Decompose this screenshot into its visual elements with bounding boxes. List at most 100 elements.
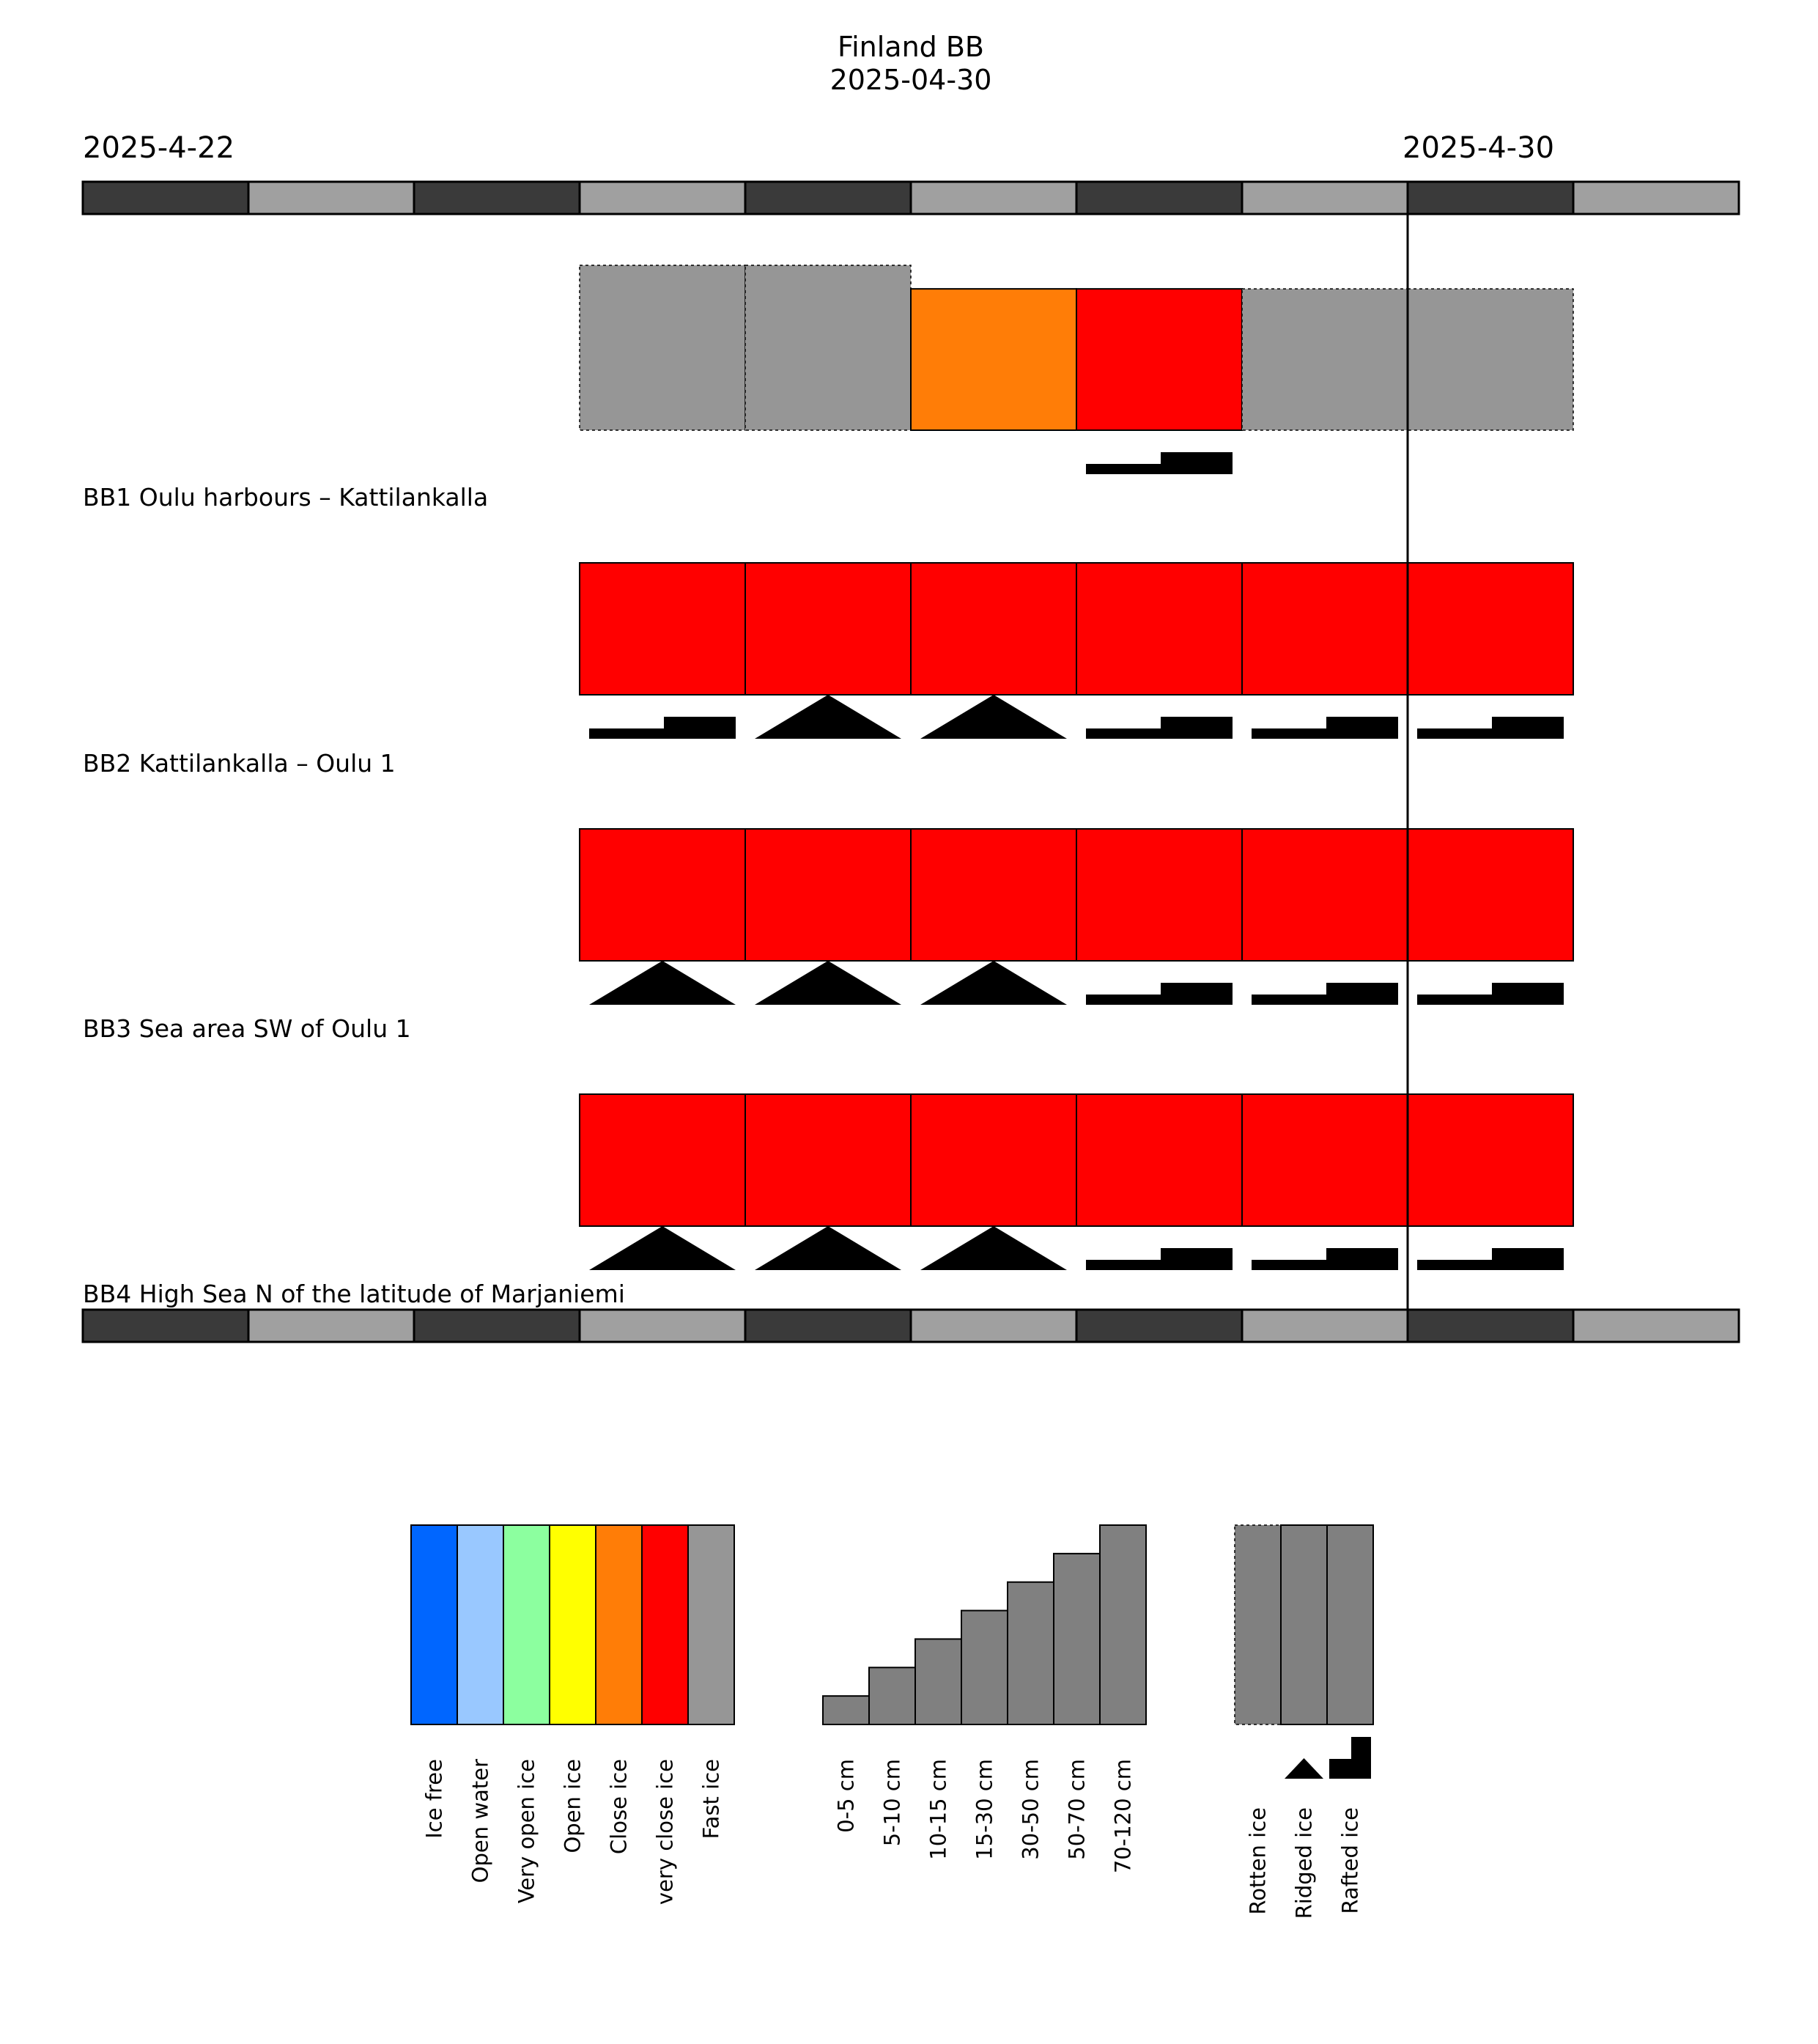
rafted-ice-symbol: [589, 717, 736, 739]
legend-concentration-swatch: [503, 1524, 550, 1725]
chart-title: Finland BB: [838, 31, 984, 63]
ice-cell: [1076, 562, 1243, 696]
rafted-ice-symbol: [1086, 717, 1233, 739]
date-bar-segment: [1572, 180, 1740, 215]
legend-thickness-bar: [914, 1638, 962, 1725]
legend-concentration-swatch: [410, 1524, 458, 1725]
date-bar-segment: [247, 1308, 415, 1343]
ridged-ice-symbol: [589, 1226, 736, 1270]
ridged-ice-symbol: [755, 1226, 901, 1270]
ice-cell: [744, 562, 912, 696]
ice-cell: [1076, 1093, 1243, 1227]
legend-ice-type-swatch: [1234, 1524, 1282, 1725]
ice-cell: [1241, 562, 1408, 696]
legend-thickness-label: 10-15 cm: [926, 1759, 951, 1860]
ice-cell: [579, 1093, 746, 1227]
legend-thickness-label: 70-120 cm: [1111, 1759, 1136, 1873]
date-bar-segment: [1406, 180, 1575, 215]
ice-cell: [579, 265, 746, 431]
legend-concentration-swatch: [457, 1524, 504, 1725]
legend-ridged-ice-symbol: [1285, 1758, 1323, 1779]
date-bar-segment: [81, 180, 250, 215]
date-bar-segment: [744, 1308, 912, 1343]
ice-cell: [910, 828, 1077, 962]
top-date-bar: [81, 180, 1740, 215]
route-label: BB1 Oulu harbours – Kattilankalla: [83, 483, 488, 512]
ice-cell: [1076, 828, 1243, 962]
rafted-ice-symbol: [1086, 983, 1233, 1005]
rafted-ice-symbol: [1086, 1248, 1233, 1270]
rafted-ice-symbol: [1086, 452, 1233, 474]
date-bar-segment: [1241, 180, 1409, 215]
legend-thickness-label: 30-50 cm: [1019, 1759, 1043, 1860]
ridged-ice-symbol: [920, 961, 1067, 1005]
legend-thickness-label: 5-10 cm: [880, 1759, 905, 1846]
legend-concentration-swatch: [595, 1524, 643, 1725]
ice-cell: [744, 828, 912, 962]
ice-cell: [1407, 562, 1574, 696]
legend-thickness-label: 50-70 cm: [1065, 1759, 1090, 1860]
ice-cell: [579, 828, 746, 962]
route-label: BB3 Sea area SW of Oulu 1: [83, 1014, 411, 1043]
route-label: BB2 Kattilankalla – Oulu 1: [83, 749, 396, 778]
bottom-date-bar: [81, 1308, 1740, 1343]
date-bar-segment: [909, 1308, 1078, 1343]
legend-concentration-swatch: [549, 1524, 596, 1725]
legend-rafted-ice-symbol: [1329, 1737, 1371, 1779]
legend-concentration-label: Very open ice: [514, 1759, 539, 1903]
route-label: BB4 High Sea N of the latitude of Marjan…: [83, 1280, 625, 1308]
legend-thickness-bar: [1099, 1524, 1147, 1725]
ridged-ice-symbol: [755, 695, 901, 739]
chart-subtitle: 2025-04-30: [830, 64, 992, 96]
legend-concentration-label: Ice free: [422, 1759, 447, 1839]
legend-thickness-label: 15-30 cm: [972, 1759, 997, 1860]
rafted-ice-symbol: [1252, 1248, 1398, 1270]
ice-cell: [1241, 288, 1408, 431]
date-bar-segment: [247, 180, 415, 215]
date-bar-segment: [909, 180, 1078, 215]
rafted-ice-symbol: [1417, 983, 1564, 1005]
legend-concentration-swatch: [641, 1524, 689, 1725]
ice-cell: [910, 562, 1077, 696]
date-bar-segment: [578, 1308, 747, 1343]
legend: Ice free Open water Very open ice Open ice C…: [410, 1524, 1374, 1919]
date-bar-segment: [1075, 180, 1244, 215]
date-bar-segment: [413, 180, 581, 215]
ice-cell: [1407, 1093, 1574, 1227]
legend-concentration-label: Close ice: [607, 1759, 632, 1854]
rafted-ice-symbol: [1252, 983, 1398, 1005]
legend-thickness-bar: [961, 1609, 1008, 1726]
rafted-ice-symbol: [1417, 1248, 1564, 1270]
legend-concentration-label: Fast ice: [699, 1759, 724, 1839]
date-bar-segment: [1572, 1308, 1740, 1343]
date-bar-segment: [1406, 1308, 1575, 1343]
ridged-ice-symbol: [920, 1226, 1067, 1270]
ice-cell: [744, 1093, 912, 1227]
date-bar-segment: [744, 180, 912, 215]
legend-thickness-label: 0-5 cm: [834, 1759, 859, 1833]
legend-concentration-label: very close ice: [653, 1759, 678, 1905]
ridged-ice-symbol: [589, 961, 736, 1005]
ice-cell: [1407, 288, 1574, 431]
route-rows: BB1 Oulu harbours – Kattilankalla BB2 Kat…: [83, 265, 1574, 1308]
ice-cell: [1076, 288, 1243, 431]
legend-concentration-swatch: [687, 1524, 735, 1725]
ice-cell: [910, 288, 1077, 431]
ridged-ice-symbol: [755, 961, 901, 1005]
ice-cell: [1241, 828, 1408, 962]
start-date-label: 2025-4-22: [83, 131, 234, 165]
legend-concentration-label: Open ice: [561, 1759, 585, 1853]
legend-ice-type-label: Ridged ice: [1292, 1807, 1317, 1919]
route-row: BB2 Kattilankalla – Oulu 1: [83, 562, 1574, 778]
legend-ice-type-label: Rafted ice: [1338, 1807, 1363, 1914]
route-row: BB1 Oulu harbours – Kattilankalla: [83, 265, 1574, 512]
legend-ice-type-label: Rotten ice: [1246, 1807, 1271, 1915]
route-row: BB4 High Sea N of the latitude of Marjan…: [83, 1093, 1574, 1308]
date-bar-segment: [578, 180, 747, 215]
ice-cell: [1241, 1093, 1408, 1227]
date-bar-segment: [1241, 1308, 1409, 1343]
legend-concentration-label: Open water: [468, 1759, 493, 1883]
date-bar-segment: [1075, 1308, 1244, 1343]
legend-thickness-bar: [868, 1667, 916, 1725]
